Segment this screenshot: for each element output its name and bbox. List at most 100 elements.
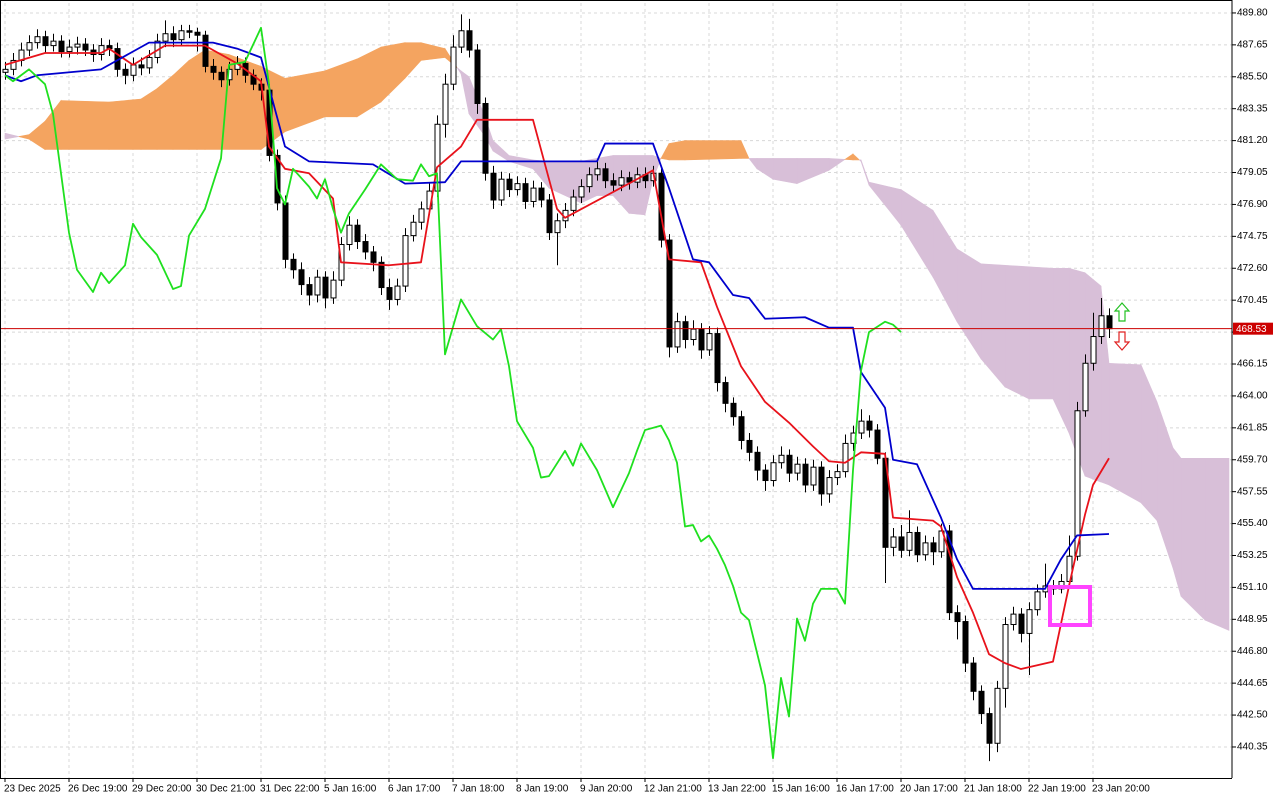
candle-body xyxy=(810,466,817,486)
down-arrow xyxy=(1113,331,1131,351)
candle-body xyxy=(602,168,609,182)
candle-body xyxy=(666,239,673,348)
candle-body xyxy=(146,56,153,69)
candle-body xyxy=(970,662,977,692)
candle-body xyxy=(730,402,737,418)
x-tick-label: 13 Jan 22:00 xyxy=(708,784,766,795)
x-tick-label: 29 Dec 20:00 xyxy=(132,784,192,795)
candle-body xyxy=(962,621,969,664)
candle-body xyxy=(170,33,177,41)
cloud-segment xyxy=(172,59,190,150)
x-tick-label: 7 Jan 18:00 xyxy=(452,784,505,795)
y-tick-label: 446.80 xyxy=(1237,646,1268,657)
x-tick-label: 8 Jan 19:00 xyxy=(516,784,569,795)
candle-body xyxy=(890,536,897,548)
candle-body xyxy=(842,442,849,473)
candle-body xyxy=(674,321,681,348)
cloud-segment xyxy=(156,74,174,150)
candle-body xyxy=(418,208,425,223)
x-tick-label: 21 Jan 18:00 xyxy=(964,784,1022,795)
candle-body xyxy=(594,168,601,176)
candle-body xyxy=(930,542,937,553)
cloud-segment xyxy=(1108,362,1142,504)
candle-body xyxy=(738,416,745,441)
candle-body xyxy=(546,199,553,234)
candle-body xyxy=(26,42,33,51)
up-arrow xyxy=(1113,302,1131,322)
candle-body xyxy=(706,333,713,351)
candle-body xyxy=(370,251,377,263)
candle-body xyxy=(786,454,793,474)
y-tick-label: 442.50 xyxy=(1237,710,1268,721)
y-tick-label: 485.50 xyxy=(1237,71,1268,82)
candle-body xyxy=(514,183,521,191)
x-tick-label: 6 Jan 17:00 xyxy=(388,784,441,795)
candle-body xyxy=(1082,362,1089,412)
candle-body xyxy=(202,34,209,67)
x-tick-label: 20 Jan 17:00 xyxy=(900,784,958,795)
y-tick-label: 451.10 xyxy=(1237,582,1268,593)
candle-body xyxy=(274,154,281,204)
candle-body xyxy=(578,186,585,198)
y-tick-label: 466.15 xyxy=(1237,359,1268,370)
axes xyxy=(0,0,1233,779)
candle-body xyxy=(802,463,809,486)
cloud-segment xyxy=(1204,457,1230,631)
x-tick-label: 22 Jan 19:00 xyxy=(1028,784,1086,795)
candle-body xyxy=(778,454,785,464)
current-price-label: 468.53 xyxy=(1236,324,1267,335)
cloud-segment xyxy=(4,132,19,140)
candle-body xyxy=(330,279,337,299)
candle-body xyxy=(762,469,769,482)
candle-body xyxy=(298,269,305,286)
candle-body xyxy=(498,178,505,201)
ichimoku-cloud xyxy=(4,42,1230,631)
candle-body xyxy=(954,612,961,623)
y-tick-label: 489.80 xyxy=(1237,8,1268,19)
y-tick-label: 479.05 xyxy=(1237,167,1268,178)
candle-body xyxy=(122,68,129,76)
candle-body xyxy=(770,462,777,482)
indicator-line xyxy=(4,44,1110,670)
cloud-segment xyxy=(828,158,846,171)
candle-body xyxy=(698,328,705,351)
y-tick-label: 474.75 xyxy=(1237,231,1268,242)
candle-body xyxy=(1074,410,1081,557)
candle-body xyxy=(1106,315,1113,330)
candle-body xyxy=(130,64,137,76)
candle-body xyxy=(354,224,361,243)
candle-body xyxy=(82,43,89,51)
candle-body xyxy=(682,321,689,341)
y-tick-label: 481.20 xyxy=(1237,135,1268,146)
y-tick-label: 457.55 xyxy=(1237,486,1268,497)
x-tick-label: 30 Dec 21:00 xyxy=(196,784,256,795)
candle-body xyxy=(946,530,953,614)
candle-body xyxy=(994,687,1001,744)
cloud-segment xyxy=(668,140,686,161)
x-tick-label: 15 Jan 16:00 xyxy=(772,784,830,795)
candle-body xyxy=(858,420,865,434)
candle-body xyxy=(346,224,353,246)
cloud-segment xyxy=(60,100,110,150)
candle-body xyxy=(394,285,401,300)
indicator-line xyxy=(4,41,1110,590)
candle-body xyxy=(898,536,905,551)
candle-body xyxy=(818,466,825,495)
y-tick-label: 455.40 xyxy=(1237,518,1268,529)
y-tick-label: 464.00 xyxy=(1237,391,1268,402)
candle-body xyxy=(98,45,105,56)
candle-body xyxy=(586,174,593,188)
y-tick-label: 472.60 xyxy=(1237,263,1268,274)
y-tick-label: 483.35 xyxy=(1237,103,1268,114)
cloud-segment xyxy=(772,158,798,185)
cloud-segment xyxy=(1180,457,1206,621)
y-tick-label: 444.65 xyxy=(1237,678,1268,689)
candle-body xyxy=(522,183,529,202)
overlay xyxy=(0,302,1232,627)
x-tick-label: 5 Jan 16:00 xyxy=(324,784,377,795)
candle-body xyxy=(906,531,913,551)
candle-body xyxy=(210,65,217,73)
cloud-segment xyxy=(108,98,142,150)
candle-body xyxy=(530,187,537,202)
